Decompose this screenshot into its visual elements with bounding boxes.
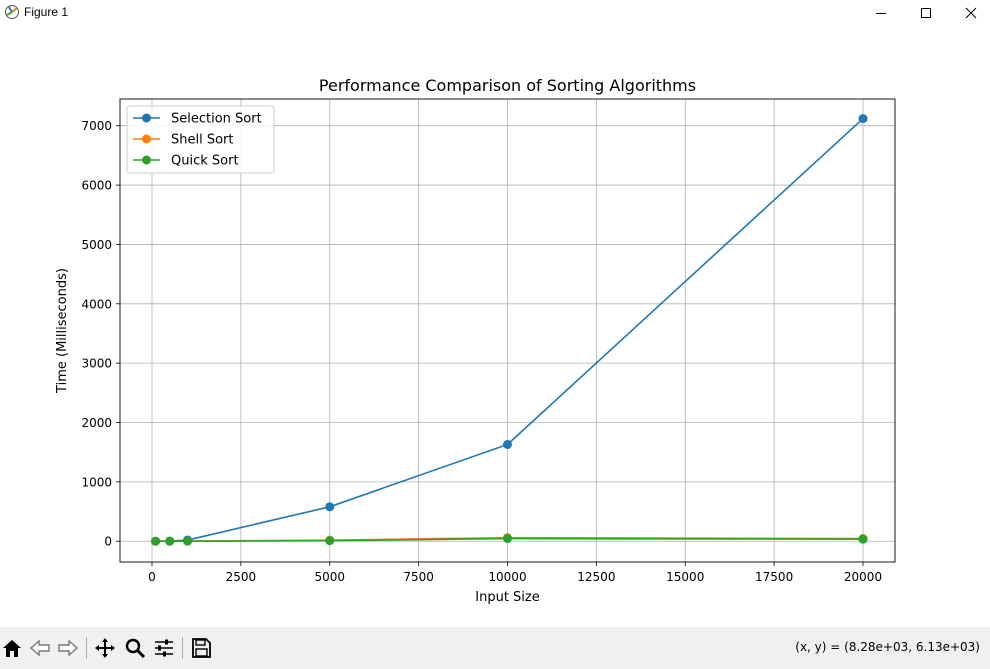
- series-quick-sort: [151, 534, 868, 546]
- coordinate-readout: (x, y) = (8.28e+03, 6.13e+03): [795, 640, 980, 654]
- zoom-icon: [125, 638, 146, 659]
- legend-marker-shell-sort: [142, 134, 151, 144]
- data-point-selection-sort: [325, 502, 335, 512]
- matplotlib-logo-icon: [5, 5, 19, 19]
- save-button[interactable]: [189, 636, 213, 660]
- legend-marker-selection-sort: [142, 113, 151, 123]
- figure-canvas[interactable]: 0 2500 5000 7500 10000 12500 15000 17500 20000 0 1…: [0, 26, 990, 627]
- x-tick-label: 17500: [755, 570, 793, 584]
- configure-subplots-button[interactable]: [152, 636, 176, 660]
- zoom-button[interactable]: [123, 636, 147, 660]
- legend-label-shell-sort: Shell Sort: [171, 133, 234, 148]
- x-tick-label: 12500: [577, 570, 615, 584]
- x-tick-label: 5000: [314, 570, 345, 584]
- y-tick-label: 3000: [81, 357, 112, 371]
- data-point-quick-sort: [858, 534, 868, 544]
- chart: 0 2500 5000 7500 10000 12500 15000 17500 20000 0 1…: [55, 76, 896, 605]
- legend-marker-quick-sort: [142, 155, 151, 165]
- legend: Selection Sort Shell Sort Quick Sort: [126, 105, 275, 174]
- window-title: Figure 1: [24, 5, 69, 19]
- series-lines: [151, 114, 868, 546]
- x-tick-label: 20000: [844, 570, 882, 584]
- y-tick-label: 6000: [81, 179, 112, 193]
- y-tick-label: 0: [104, 535, 112, 549]
- configure-subplots-icon: [155, 639, 173, 657]
- y-tick-label: 2000: [81, 416, 112, 430]
- y-tick-label: 1000: [81, 475, 112, 489]
- data-point-quick-sort: [151, 536, 161, 546]
- forward-button[interactable]: [56, 636, 80, 660]
- data-point-quick-sort: [325, 536, 335, 546]
- axis-ticks: 0 2500 5000 7500 10000 12500 15000 17500 20000 0 1…: [81, 119, 882, 584]
- legend-label-quick-sort: Quick Sort: [171, 154, 239, 169]
- pan-button[interactable]: [93, 636, 117, 660]
- toolbar-separator: [86, 637, 87, 659]
- legend-box: [126, 105, 275, 174]
- legend-label-selection-sort: Selection Sort: [171, 112, 262, 127]
- y-tick-label: 7000: [81, 119, 112, 133]
- y-tick-label: 4000: [81, 297, 112, 311]
- chart-title: Performance Comparison of Sorting Algori…: [319, 76, 696, 95]
- x-tick-label: 10000: [488, 570, 526, 584]
- x-axis-label: Input Size: [475, 590, 539, 605]
- y-axis-label: Time (Milliseconds): [55, 268, 70, 394]
- forward-arrow-icon: [58, 639, 79, 657]
- toolbar-separator: [182, 637, 183, 659]
- back-arrow-icon: [29, 639, 50, 657]
- minimize-button[interactable]: [858, 0, 904, 26]
- x-tick-label: 15000: [666, 570, 704, 584]
- data-point-quick-sort: [165, 536, 175, 546]
- close-icon: [965, 7, 977, 19]
- x-tick-label: 2500: [226, 570, 257, 584]
- grid-lines: [120, 99, 895, 562]
- window-titlebar: Figure 1: [0, 0, 990, 26]
- maximize-icon: [921, 8, 931, 18]
- data-point-quick-sort: [503, 534, 512, 544]
- maximize-button[interactable]: [903, 0, 949, 26]
- y-tick-label: 5000: [81, 238, 112, 252]
- navigation-toolbar: (x, y) = (8.28e+03, 6.13e+03): [0, 627, 990, 669]
- x-tick-label: 0: [148, 570, 156, 584]
- pan-icon: [95, 638, 115, 658]
- x-tick-label: 7500: [403, 570, 434, 584]
- home-icon: [3, 640, 21, 657]
- minimize-icon: [876, 13, 886, 14]
- home-button[interactable]: [0, 636, 24, 660]
- data-point-selection-sort: [858, 114, 868, 124]
- save-icon: [192, 638, 211, 658]
- close-button[interactable]: [948, 0, 990, 26]
- data-point-quick-sort: [183, 536, 193, 546]
- back-button[interactable]: [28, 636, 52, 660]
- data-point-selection-sort: [503, 439, 512, 449]
